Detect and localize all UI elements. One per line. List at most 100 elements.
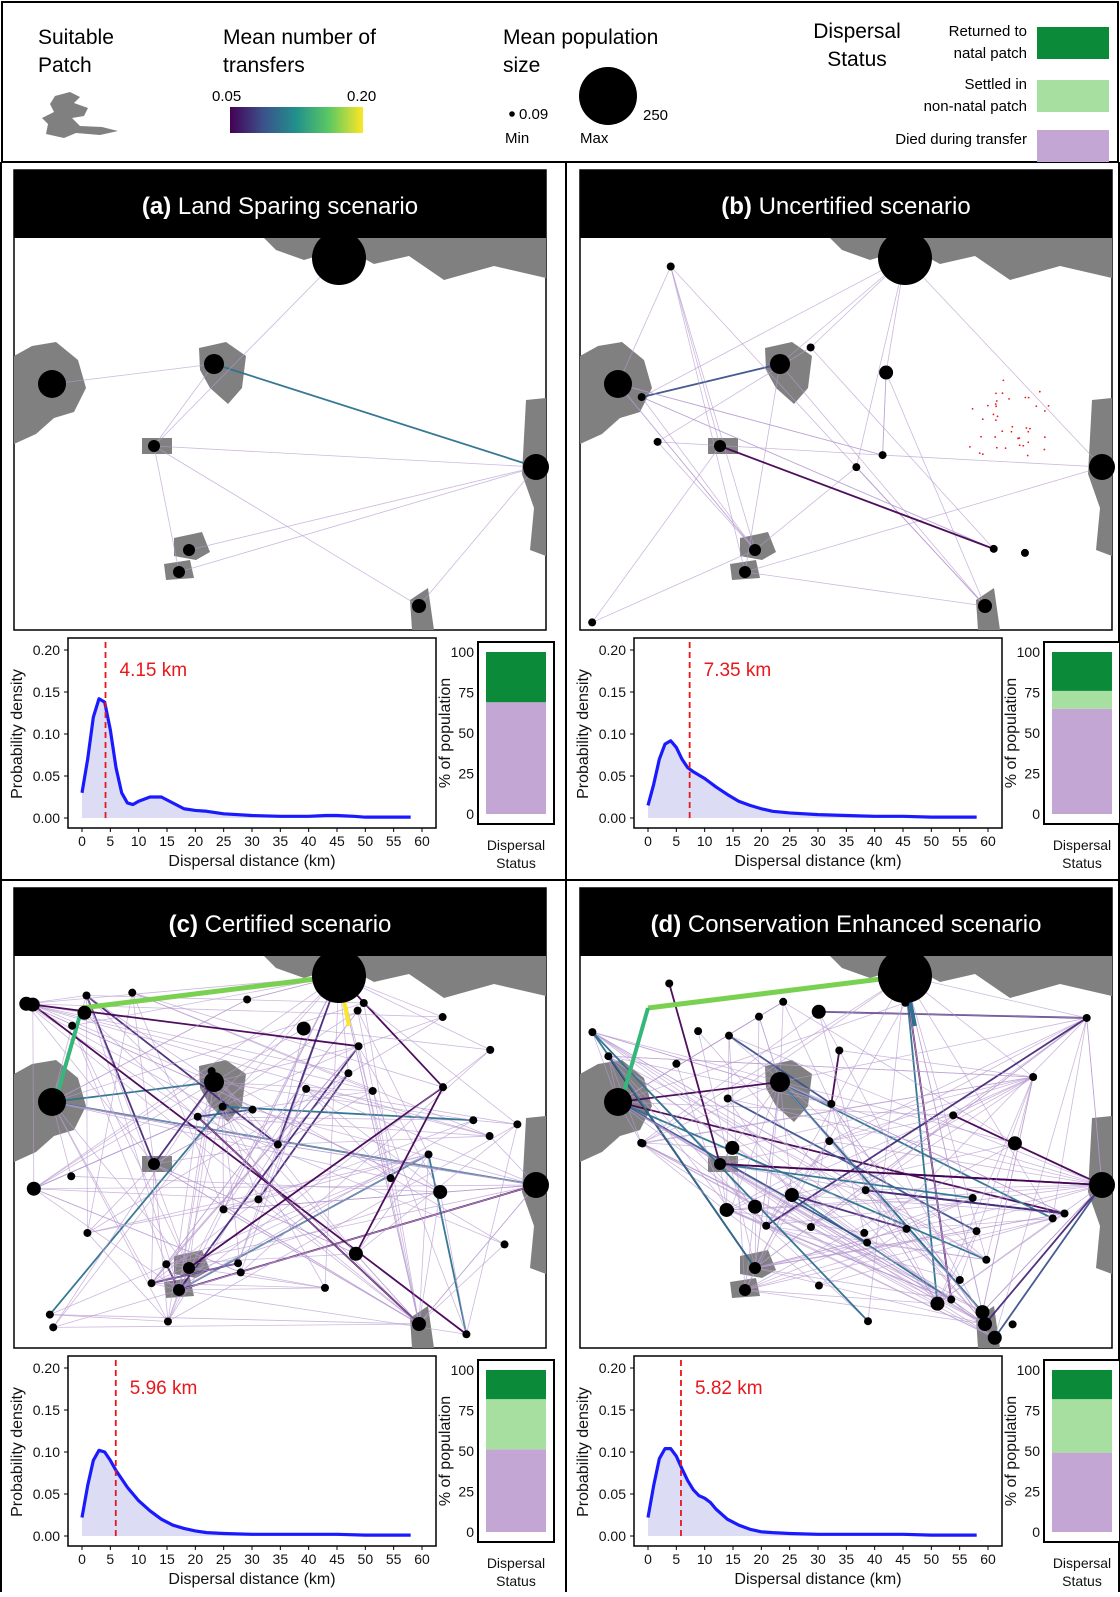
highlight-point [1027,396,1030,399]
dispersal-link [33,975,340,1190]
legend-pop-max-value: 250 [643,107,668,124]
status-y-tick-label: 100 [451,644,475,660]
median-label: 7.35 km [704,660,772,681]
title-bar [14,888,546,956]
status-y-tick-label: 25 [1024,766,1040,782]
dispersal-link [592,1031,961,1281]
dispersal-link [855,257,906,468]
patch-node [1008,1320,1017,1329]
dispersal-link [754,1194,793,1269]
dispersal-link [779,1081,793,1196]
patch-node [433,1184,448,1199]
x-axis-label: Dispersal distance (km) [168,1571,335,1588]
y-tick-label: 0.20 [33,1360,60,1376]
dispersal-link [726,1017,1087,1211]
density-plot: 4.15 km 0.00 0.05 0.10 0.15 0.20 0 5 10 15 20 25 30 3… [9,637,437,870]
patch-node [901,998,910,1007]
patch-node [725,1140,740,1155]
dispersal-link [608,1055,987,1261]
patch-node [947,1295,956,1304]
patch-node [500,1240,509,1249]
dispersal-link [830,1050,841,1104]
status-bar-chart: 0 25 50 75 100 % of population Dispersal Status [437,1359,555,1589]
dispersal-link [744,1142,1016,1291]
dispersal-link [211,1070,505,1245]
dispersal-link [952,1114,1103,1186]
dispersal-link [81,973,340,1011]
dispersal-link [153,1163,169,1322]
patch-node [353,1006,362,1015]
patch-node [234,1259,243,1268]
dispersal-link [754,466,857,551]
patch-node [348,1246,363,1261]
y-tick-label: 0.20 [599,1360,626,1376]
patch-node [162,1260,171,1269]
density-plot: 5.82 km 0.00 0.05 0.10 0.15 0.20 0 5 10 15 20 25 30 3… [575,1355,1003,1588]
dispersal-link [591,1031,869,1322]
dispersal-link [240,1272,326,1289]
density-curve [646,1447,977,1537]
dispersal-link [641,1081,781,1144]
patch-node [588,618,597,627]
dispersal-link [779,257,906,365]
dispersal-link [1052,1017,1088,1219]
x-tick-label: 55 [952,833,968,849]
highlight-point [994,419,997,421]
dispersal-link [668,983,721,1165]
dispersal-link [71,1025,190,1269]
x-tick-label: 25 [782,833,798,849]
dispersal-link [765,1114,954,1227]
status-segment-returned [1052,652,1112,691]
patch-node [1060,1209,1069,1218]
dispersal-link [178,1071,213,1291]
patch-node [878,231,932,285]
dispersal-link [641,363,781,398]
status-segment-settled [486,1399,546,1450]
dispersal-link [951,1299,996,1339]
status-y-tick-label: 50 [458,1443,474,1459]
status-y-tick-label: 0 [466,1524,474,1540]
patch-node [485,1132,494,1141]
x-tick-label: 25 [216,1551,232,1567]
dispersal-link [51,999,248,1103]
dispersal-link [744,571,986,607]
dispersal-link [618,1007,650,1107]
x-tick-label: 20 [188,833,204,849]
dispersal-link [86,995,88,1233]
patch-node [163,1317,172,1326]
panel-title-text: Certified scenario [205,911,392,938]
dispersal-link [197,1116,505,1245]
patch-node [694,1027,703,1036]
dispersal-link [829,1017,1087,1142]
dispersal-link [51,363,215,385]
patch-node [1020,548,1029,557]
status-y-tick-label: 25 [458,1484,474,1500]
dispersal-link [791,1194,1065,1214]
dispersal-link [240,1049,491,1273]
dispersal-link [839,1050,1034,1078]
patch-node [236,1268,245,1277]
dispersal-link [885,372,986,607]
x-axis-label: Dispersal distance (km) [734,1571,901,1588]
dispersal-link [670,266,756,551]
dispersal-link [151,1262,239,1284]
pop-max-marker [579,67,637,125]
patch-node [672,1059,681,1068]
patch-node [878,451,887,460]
patch-node [930,1296,945,1311]
dispersal-link [727,975,906,1099]
panel-tag: (a) [142,193,178,220]
patch-node [368,1086,377,1095]
patch-node [386,1174,395,1183]
patch-node [1089,454,1115,480]
dispersal-link [277,1072,349,1145]
dispersal-link [52,1081,215,1328]
x-tick-label: 5 [672,833,680,849]
dispersal-link [132,992,373,1092]
dispersal-link [33,1188,180,1291]
dispersal-link [904,975,1087,1019]
patch-node [147,1279,156,1288]
panel-tag: (c) [169,911,205,938]
dispersal-link [657,441,756,551]
dispersal-link [744,1289,938,1305]
